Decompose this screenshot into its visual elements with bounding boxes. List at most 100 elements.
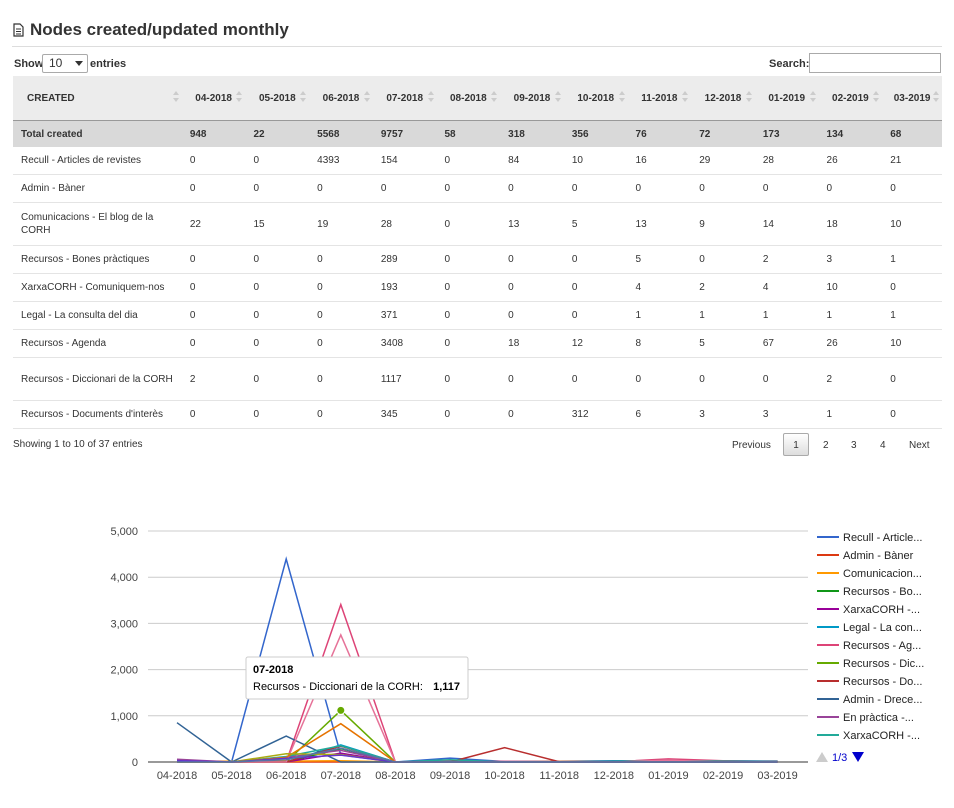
table-cell: 22 — [245, 120, 310, 147]
column-header-month[interactable]: 07-2018 — [372, 76, 437, 121]
sort-icon — [236, 91, 243, 103]
page-button-4[interactable]: 4 — [880, 440, 886, 451]
section-header: Nodes created/updated monthly — [12, 18, 942, 47]
data-table: CREATED 04-2018 05-2018 06-2018 07-2018 08-2… — [13, 76, 942, 429]
table-cell: 289 — [372, 245, 437, 274]
sort-icon — [491, 91, 498, 103]
table-cell: 1 — [818, 400, 883, 429]
search-input[interactable] — [809, 53, 941, 73]
next-button[interactable]: Next — [909, 440, 930, 451]
table-cell: 76 — [627, 120, 692, 147]
table-cell: 0 — [691, 357, 755, 401]
table-cell: 1 — [691, 301, 755, 330]
table-controls: Show 10 entries Search: — [12, 53, 942, 75]
page-button-2[interactable]: 2 — [823, 440, 829, 451]
page-length-select[interactable]: 10 — [42, 54, 88, 73]
column-header-created[interactable]: CREATED — [13, 76, 182, 121]
table-cell: 0 — [500, 301, 564, 330]
table-cell: 0 — [309, 245, 373, 274]
table-cell: 0 — [563, 301, 628, 330]
sort-icon — [873, 91, 880, 103]
sort-icon — [300, 91, 307, 103]
table-cell: 10 — [882, 202, 942, 246]
legend-label: Recursos - Dic... — [843, 658, 924, 670]
tooltip-box — [245, 656, 469, 700]
x-tick-label: 04-2018 — [157, 770, 197, 782]
column-header-month[interactable]: 09-2018 — [500, 76, 564, 121]
column-header-month[interactable]: 04-2018 — [181, 76, 246, 121]
x-tick-label: 07-2018 — [321, 770, 361, 782]
table-cell: 14 — [754, 202, 819, 246]
legend-prev-icon[interactable] — [816, 752, 828, 762]
x-tick-label: 10-2018 — [484, 770, 524, 782]
table-row: Comunicacions - El blog de la CORH 22 15 19… — [13, 202, 942, 246]
column-header-month[interactable]: 01-2019 — [754, 76, 819, 121]
x-tick-label: 11-2018 — [539, 770, 579, 782]
table-cell: 3 — [691, 400, 755, 429]
page-button-1[interactable]: 1 — [783, 433, 809, 456]
table-cell: 0 — [436, 357, 501, 401]
table-cell: 0 — [882, 273, 942, 302]
table-cell: 68 — [882, 120, 942, 147]
table-cell: 2 — [181, 357, 246, 401]
legend-next-icon[interactable] — [852, 752, 864, 762]
search-label: Search: — [769, 58, 810, 70]
legend-label: Recursos - Do... — [843, 676, 922, 688]
table-cell: 0 — [181, 174, 246, 203]
table-cell: 0 — [691, 245, 755, 274]
table-row: Recursos - Documents d'interès 0 0 0 345 0 0 31… — [13, 400, 942, 429]
legend-label: En pràctica -... — [843, 712, 914, 724]
y-tick-label: 2,000 — [110, 665, 138, 677]
table-cell: 13 — [627, 202, 692, 246]
table-cell: 1 — [754, 301, 819, 330]
legend-label: Recursos - Ag... — [843, 640, 921, 652]
entries-label: entries — [90, 58, 127, 70]
table-cell: 2 — [754, 245, 819, 274]
table-row: Legal - La consulta del dia 0 0 0 371 0 0 0 1 1 1 1… — [13, 301, 942, 330]
column-header-month[interactable]: 10-2018 — [563, 76, 628, 121]
table-cell: 5 — [627, 245, 692, 274]
column-header-month[interactable]: 06-2018 — [309, 76, 373, 121]
table-cell: 5568 — [309, 120, 373, 147]
column-header-label: CREATED — [27, 92, 75, 104]
table-cell: 26 — [818, 147, 883, 175]
table-cell: 0 — [436, 400, 501, 429]
column-header-label: 04-2018 — [195, 92, 232, 104]
column-header-month[interactable]: 11-2018 — [627, 76, 692, 121]
legend-label: Recursos - Bo... — [843, 586, 922, 598]
y-tick-label: 1,000 — [110, 711, 138, 723]
table-cell: 0 — [181, 400, 246, 429]
table-cell: 0 — [500, 174, 564, 203]
table-cell: 0 — [436, 329, 501, 358]
table-cell: 10 — [882, 329, 942, 358]
column-header-label: 10-2018 — [577, 92, 615, 104]
table-cell: 84 — [500, 147, 564, 175]
column-header-month[interactable]: 08-2018 — [436, 76, 501, 121]
column-header-month[interactable]: 05-2018 — [245, 76, 310, 121]
row-label: Recursos - Bones pràctiques — [13, 245, 182, 274]
table-cell: 2 — [691, 273, 755, 302]
table-cell: 193 — [372, 273, 437, 302]
page-button-3[interactable]: 3 — [851, 440, 857, 451]
sort-icon — [933, 91, 939, 103]
previous-button[interactable]: Previous — [732, 440, 771, 451]
table-cell: 13 — [500, 202, 564, 246]
table-cell: 0 — [882, 174, 942, 203]
column-header-month[interactable]: 03-2019 — [882, 76, 942, 121]
table-cell: 16 — [627, 147, 692, 175]
column-header-month[interactable]: 12-2018 — [691, 76, 755, 121]
table-cell: 0 — [309, 329, 373, 358]
column-header-label: 01-2019 — [768, 92, 806, 104]
table-cell: 0 — [436, 301, 501, 330]
x-tick-label: 06-2018 — [266, 770, 306, 782]
table-cell: 134 — [818, 120, 883, 147]
legend-label: Admin - Bàner — [843, 550, 914, 562]
sort-icon — [554, 91, 561, 103]
column-header-month[interactable]: 02-2019 — [818, 76, 883, 121]
column-header-label: 09-2018 — [513, 92, 551, 104]
table-cell: 9757 — [372, 120, 437, 147]
table-cell: 0 — [245, 357, 310, 401]
column-header-label: 06-2018 — [322, 92, 360, 104]
table-row: Recursos - Bones pràctiques 0 0 0 289 0 0 0 5 0 2 3… — [13, 245, 942, 274]
table-cell: 3 — [754, 400, 819, 429]
